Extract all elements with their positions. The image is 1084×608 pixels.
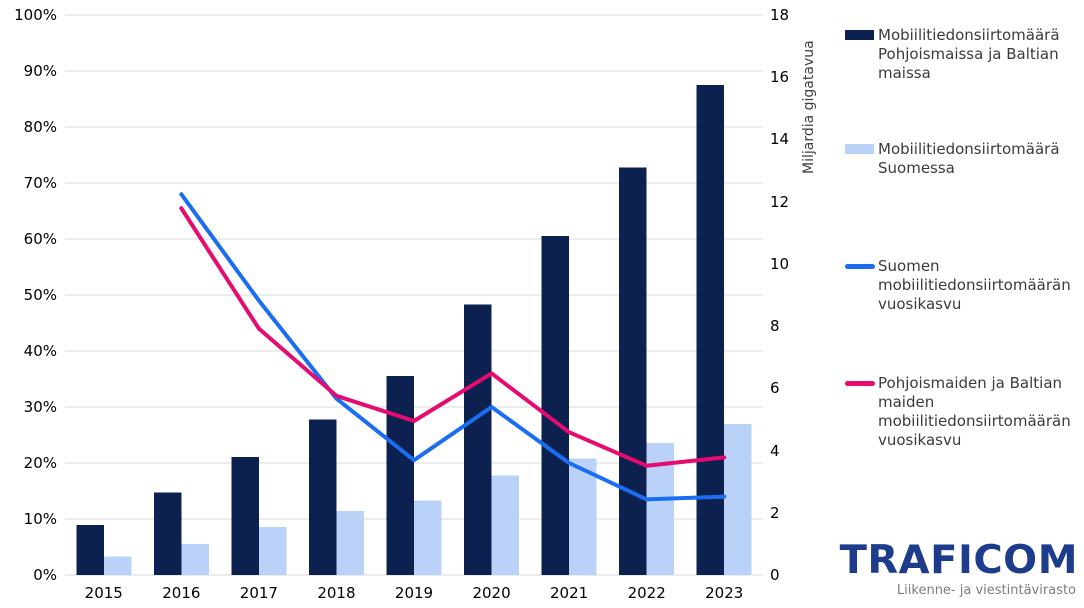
line-series-1 bbox=[179, 206, 727, 468]
left-tick-label: 60% bbox=[23, 230, 57, 248]
legend-item-2: Suomen mobiilitiedonsiirtomäärän vuosika… bbox=[845, 257, 1084, 314]
x-axis-label: 2016 bbox=[162, 584, 201, 602]
bar bbox=[336, 511, 364, 575]
left-tick-label: 10% bbox=[23, 510, 57, 528]
bar bbox=[724, 424, 752, 575]
left-tick-label: 50% bbox=[23, 286, 57, 304]
right-tick-label: 2 bbox=[770, 503, 780, 522]
x-axis-label: 2022 bbox=[627, 584, 666, 602]
plot-area bbox=[65, 14, 763, 576]
bar bbox=[103, 556, 132, 575]
legend-label: Pohjoismaiden ja Baltian maiden mobiilit… bbox=[878, 374, 1071, 449]
legend: Mobiilitiedonsiirtomäärä Pohjoismaissa j… bbox=[845, 0, 1084, 540]
left-tick-label: 30% bbox=[23, 398, 57, 416]
left-tick-label: 20% bbox=[23, 454, 57, 472]
right-tick-label: 8 bbox=[770, 317, 780, 336]
bar bbox=[696, 85, 725, 575]
right-axis-title: Miljardia gigatavua bbox=[801, 40, 817, 174]
legend-bar-swatch bbox=[845, 144, 874, 154]
bar bbox=[491, 475, 520, 575]
bar bbox=[619, 167, 647, 575]
left-tick-label: 90% bbox=[23, 62, 57, 80]
bar bbox=[541, 235, 570, 575]
legend-label: Mobiilitiedonsiirtomäärä Pohjoismaissa j… bbox=[878, 26, 1060, 82]
line-series-0 bbox=[179, 192, 727, 502]
legend-line-swatch bbox=[845, 381, 875, 386]
legend-bar-swatch bbox=[845, 30, 874, 40]
bar bbox=[308, 419, 337, 575]
right-tick-label: 4 bbox=[770, 441, 780, 460]
right-tick-label: 12 bbox=[770, 192, 790, 211]
right-tick-label: 6 bbox=[770, 379, 780, 398]
left-tick-label: 70% bbox=[23, 174, 57, 192]
left-tick-label: 40% bbox=[23, 342, 57, 360]
traficom-logo: TRAFICOM Liikenne- ja viestintävirasto bbox=[836, 540, 1078, 598]
bar bbox=[464, 304, 492, 575]
right-tick-label: 16 bbox=[770, 68, 790, 87]
bar bbox=[231, 456, 259, 575]
bar-series-0 bbox=[76, 85, 725, 575]
x-axis-label: 2020 bbox=[472, 584, 511, 602]
right-tick-label: 0 bbox=[770, 566, 780, 584]
right-tick-label: 18 bbox=[770, 6, 790, 24]
x-axis-label: 2021 bbox=[550, 584, 589, 602]
left-tick-label: 80% bbox=[23, 118, 57, 136]
legend-item-0: Mobiilitiedonsiirtomäärä Pohjoismaissa j… bbox=[845, 26, 1084, 83]
x-axis-label: 2015 bbox=[84, 584, 123, 602]
left-tick-label: 0% bbox=[33, 566, 57, 584]
bar bbox=[569, 458, 597, 575]
bar bbox=[153, 492, 182, 575]
left-tick-label: 100% bbox=[14, 6, 57, 24]
right-tick-label: 10 bbox=[770, 254, 790, 273]
logo-brand-text: TRAFICOM bbox=[839, 538, 1078, 583]
bar bbox=[386, 375, 414, 575]
bar bbox=[181, 543, 209, 575]
bar bbox=[76, 525, 104, 575]
x-axis-label: 2019 bbox=[394, 584, 434, 602]
bar-series-1 bbox=[103, 424, 752, 575]
x-axis-label: 2017 bbox=[239, 584, 278, 602]
right-tick-label: 14 bbox=[770, 130, 790, 149]
legend-line-swatch bbox=[845, 264, 875, 269]
x-axis-label: 2023 bbox=[705, 584, 744, 602]
legend-item-3: Pohjoismaiden ja Baltian maiden mobiilit… bbox=[845, 374, 1084, 450]
bar bbox=[414, 500, 442, 575]
x-axis-label: 2018 bbox=[317, 584, 356, 602]
legend-label: Mobiilitiedonsiirtomäärä Suomessa bbox=[878, 140, 1060, 177]
legend-item-1: Mobiilitiedonsiirtomäärä Suomessa bbox=[845, 140, 1084, 178]
bar bbox=[258, 526, 287, 575]
legend-label: Suomen mobiilitiedonsiirtomäärän vuosika… bbox=[878, 257, 1071, 313]
logo-tagline-text: Liikenne- ja viestintävirasto bbox=[896, 583, 1076, 598]
